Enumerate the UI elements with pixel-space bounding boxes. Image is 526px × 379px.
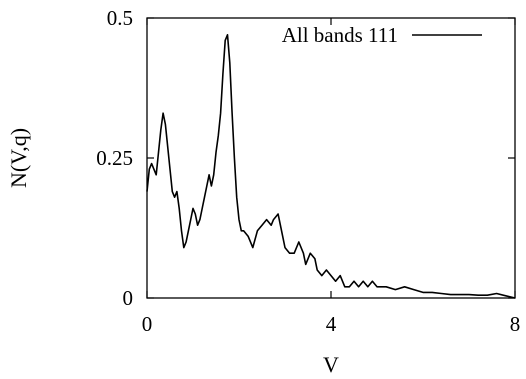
x-tick-label: 8 bbox=[510, 312, 521, 336]
axes bbox=[146, 17, 516, 299]
legend: All bands 111 bbox=[282, 23, 482, 47]
series-line bbox=[146, 34, 516, 299]
plot-frame bbox=[146, 17, 516, 299]
y-axis-label: N(V,q) bbox=[6, 128, 31, 188]
x-tick-label: 4 bbox=[326, 312, 337, 336]
series-layer bbox=[146, 34, 516, 299]
y-tick-label: 0.5 bbox=[107, 6, 133, 30]
tick-labels: 0 4 8 0 0.25 0.5 bbox=[96, 6, 520, 336]
ticks bbox=[146, 17, 516, 299]
legend-label: All bands 111 bbox=[282, 23, 398, 47]
x-tick-label: 0 bbox=[142, 312, 153, 336]
y-tick-label: 0.25 bbox=[96, 146, 133, 170]
x-axis-label: V bbox=[323, 352, 339, 377]
y-tick-label: 0 bbox=[123, 286, 134, 310]
